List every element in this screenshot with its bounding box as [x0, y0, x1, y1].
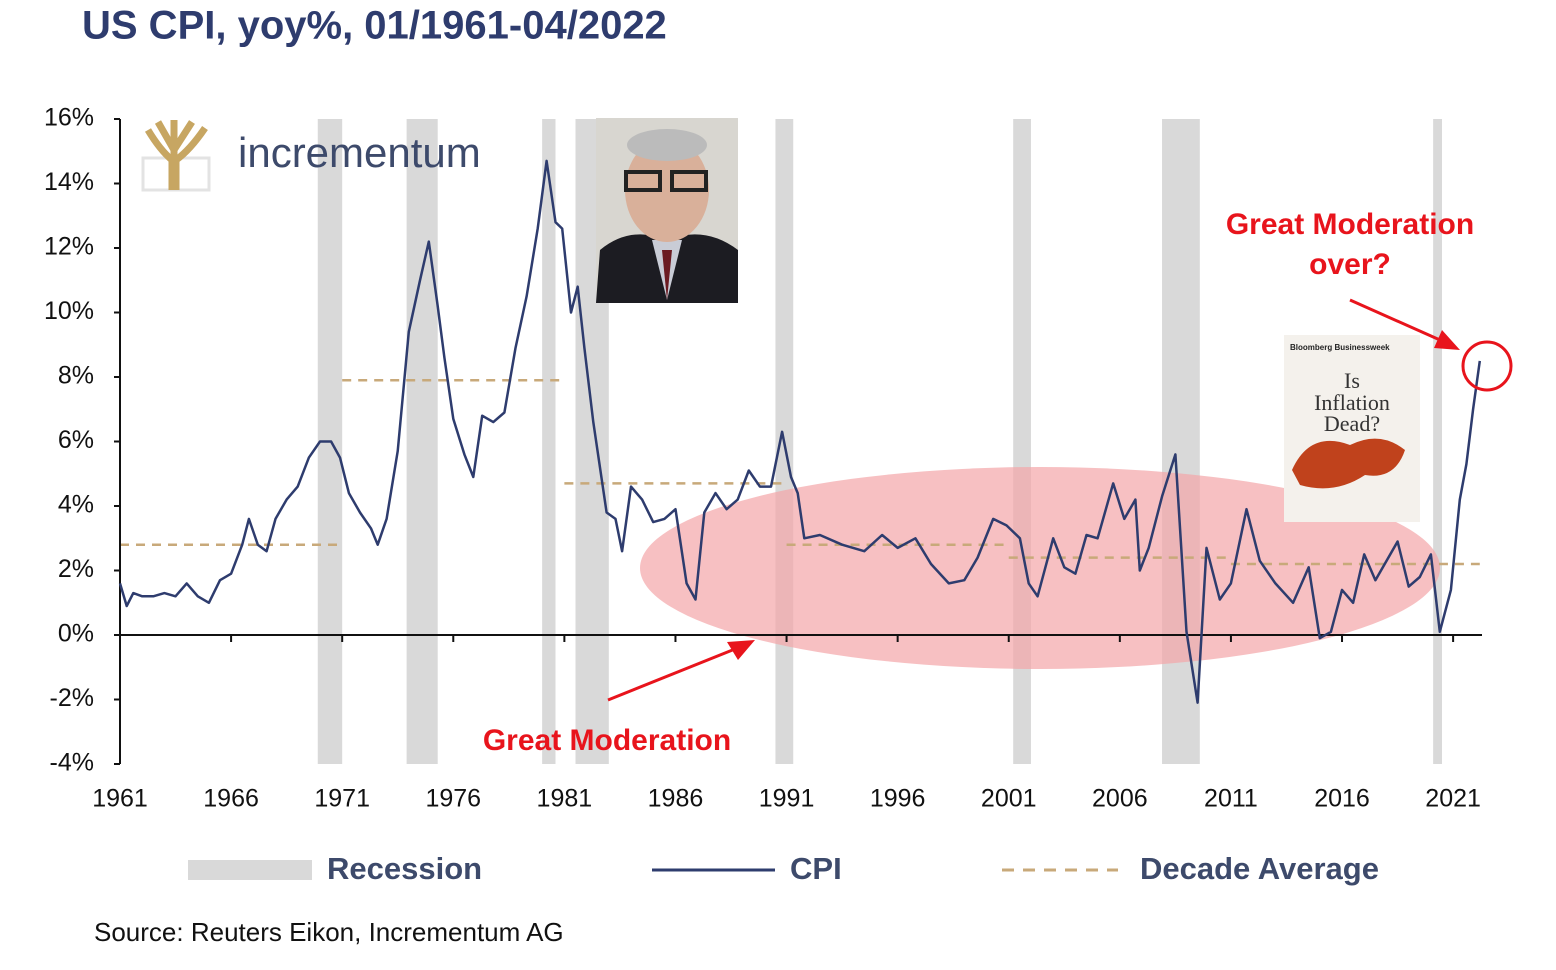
annotation-box: Great Moderation over?	[1225, 208, 1475, 281]
y-tick-label: 6%	[58, 426, 94, 454]
x-tick-label: 1971	[314, 785, 370, 813]
chart-title: US CPI, yoy%, 01/1961-04/2022	[82, 4, 667, 48]
y-tick-label: 8%	[58, 362, 94, 390]
x-tick-label: 1966	[203, 785, 259, 813]
x-tick-label: 2021	[1425, 785, 1481, 813]
moderation-ellipse	[640, 467, 1440, 669]
arrow	[607, 645, 741, 702]
highlight-circle	[1461, 340, 1513, 392]
legend-label: Decade Average	[1140, 851, 1379, 886]
legend-label: CPI	[790, 851, 842, 886]
arrow-head	[1434, 330, 1460, 350]
logo-text: incrementum	[238, 129, 481, 176]
annotation: Great Moderation	[483, 724, 731, 757]
x-tick-label: 1991	[759, 785, 815, 813]
photo	[596, 118, 738, 303]
x-tick-label: 1976	[425, 785, 481, 813]
cover-text: Dead?	[1324, 411, 1380, 436]
y-tick-label: 2%	[58, 555, 94, 583]
y-tick-label: -2%	[50, 684, 94, 712]
cpi-line	[118, 159, 1482, 704]
x-tick-label: 1986	[648, 785, 704, 813]
x-tick-label: 2016	[1314, 785, 1370, 813]
legend-label: Recession	[327, 851, 482, 886]
recession-band	[406, 119, 438, 764]
y-tick-label: 16%	[44, 104, 94, 132]
y-tick-label: 12%	[44, 233, 94, 261]
annotation: Great Moderation over?	[1225, 208, 1475, 281]
x-tick-label: 2011	[1204, 785, 1258, 813]
data-layer: 16% 14% 12% 10% 8% 6% 4% 2% 0% -2% -4% 1961 1966 1971…	[44, 104, 1482, 813]
y-tick-label: 0%	[58, 620, 94, 648]
arrow-head	[727, 640, 755, 660]
cover-text: Inflation	[1314, 390, 1390, 415]
y-tick-label: -4%	[50, 749, 94, 777]
x-tick-label: 2001	[981, 785, 1037, 813]
x-tick-label: 2006	[1092, 785, 1148, 813]
cover-masthead: Bloomberg Businessweek	[1290, 343, 1390, 352]
y-tick-label: 14%	[44, 168, 94, 196]
x-tick-label: 1961	[92, 785, 148, 813]
x-tick-label: 1981	[537, 785, 593, 813]
y-tick-label: 4%	[58, 491, 94, 519]
recession-band	[542, 119, 556, 764]
source: Source: Reuters Eikon, Incrementum AG	[94, 917, 564, 947]
magazine-cover: Bloomberg Businessweek Is Inflation Dead…	[1284, 335, 1420, 522]
arrow	[1349, 298, 1441, 342]
cover-text: Is	[1344, 368, 1360, 393]
y-tick-label: 10%	[44, 297, 94, 325]
logo: incrementum	[141, 120, 481, 192]
x-tick-label: 1996	[870, 785, 926, 813]
legend-swatch-recession	[188, 860, 312, 880]
recession-band	[1433, 119, 1443, 764]
